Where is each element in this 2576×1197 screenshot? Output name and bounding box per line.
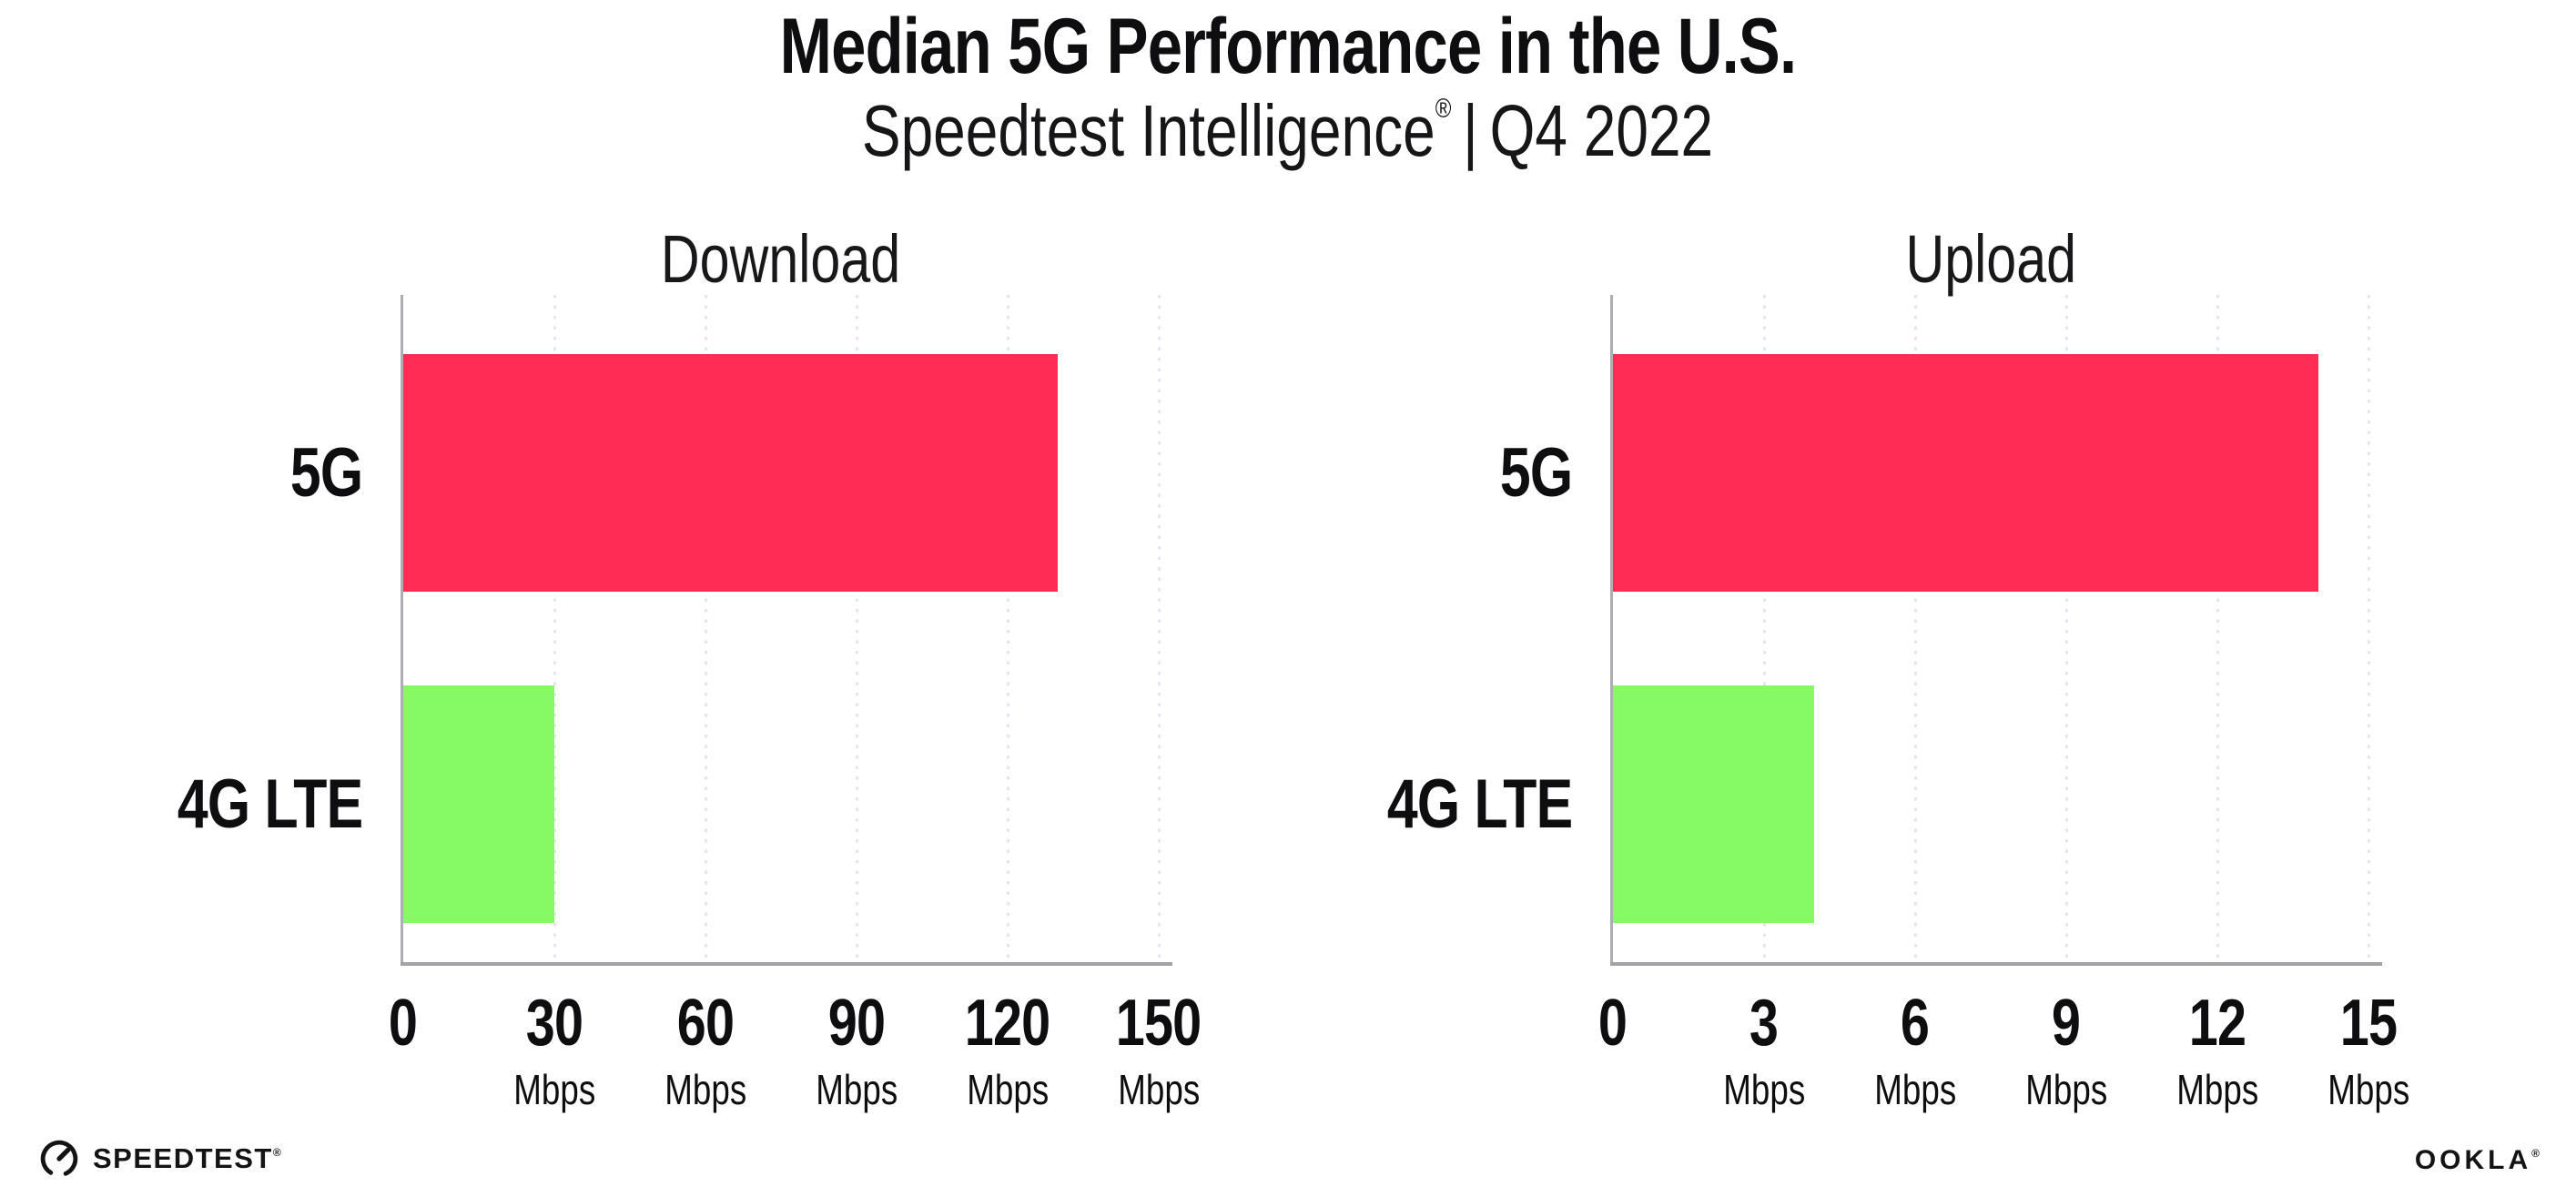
x-tick-label: 9 [1948, 990, 2185, 1056]
y-axis-line [401, 295, 403, 966]
x-tick-unit: Mbps [738, 1069, 975, 1111]
gridline [2367, 295, 2370, 962]
subtitle-period: Q4 2022 [1490, 90, 1714, 171]
category-label-5g: 5G [0, 433, 362, 512]
speedtest-trademark-icon: ® [272, 1146, 283, 1159]
chart-title-text: Download [661, 221, 901, 297]
x-tick-unit: Mbps [1646, 1069, 1882, 1111]
x-tick-unit: Mbps [2250, 1069, 2487, 1111]
x-tick-unit-text: Mbps [815, 1066, 898, 1113]
x-tick-unit-text: Mbps [2327, 1066, 2409, 1113]
speedtest-wordmark: SPEEDTEST® [93, 1142, 283, 1174]
x-tick-unit: Mbps [1797, 1069, 2033, 1111]
chart-title-text: Upload [1905, 221, 2076, 297]
ookla-trademark-icon: ® [2531, 1147, 2543, 1160]
x-tick-unit: Mbps [436, 1069, 673, 1111]
x-tick-value: 3 [1749, 987, 1779, 1060]
bar-4g-lte [1613, 685, 1815, 923]
x-axis-line [401, 962, 1172, 966]
x-tick-label: 60 [587, 990, 824, 1056]
bar-5g [403, 354, 1059, 592]
category-label-text: 5G [289, 433, 362, 512]
gridline [1762, 295, 1766, 962]
x-tick-value: 9 [2052, 987, 2081, 1060]
page-title-text: Median 5G Performance in the U.S. [779, 3, 1798, 90]
x-tick-label: 150 [1040, 990, 1277, 1056]
bar-5g [1613, 354, 2318, 592]
x-tick-unit-text: Mbps [512, 1066, 595, 1113]
x-tick-unit-text: Mbps [1722, 1066, 1805, 1113]
x-axis-line [1610, 962, 2382, 966]
gridline [855, 295, 858, 962]
gridline [704, 295, 707, 962]
x-tick-label: 0 [285, 990, 522, 1056]
x-tick-unit-text: Mbps [1117, 1066, 1200, 1113]
x-tick-value: 120 [965, 987, 1051, 1060]
category-label-4g-lte: 4G LTE [1208, 765, 1572, 843]
gridline [2064, 295, 2068, 962]
y-axis-line [1610, 295, 1613, 966]
ookla-logo: OOKLA® [2415, 1145, 2543, 1176]
x-tick-label: 6 [1797, 990, 2033, 1056]
x-tick-unit-text: Mbps [664, 1066, 746, 1113]
gridline [2216, 295, 2219, 962]
gridline [1157, 295, 1161, 962]
x-tick-label: 90 [738, 990, 975, 1056]
page-subtitle: Speedtest Intelligence® | Q4 2022 [0, 95, 2576, 167]
x-tick-label: 30 [436, 990, 673, 1056]
bar-4g-lte [403, 685, 554, 923]
x-tick-value: 6 [1901, 987, 1930, 1060]
x-tick-value: 90 [827, 987, 886, 1060]
category-label-5g: 5G [1208, 433, 1572, 512]
gridline [1006, 295, 1009, 962]
x-tick-label: 0 [1495, 990, 1731, 1056]
x-tick-label: 3 [1646, 990, 1882, 1056]
x-tick-unit: Mbps [2099, 1069, 2336, 1111]
gridline [1913, 295, 1917, 962]
chart-title-upload: Upload [1613, 226, 2368, 293]
x-tick-value: 150 [1116, 987, 1202, 1060]
x-tick-label: 15 [2250, 990, 2487, 1056]
x-tick-value: 0 [389, 987, 418, 1060]
chart-title-download: Download [403, 226, 1159, 293]
x-tick-unit-text: Mbps [2175, 1066, 2258, 1113]
x-tick-unit: Mbps [1040, 1069, 1277, 1111]
x-tick-value: 15 [2339, 987, 2398, 1060]
x-tick-value: 30 [525, 987, 583, 1060]
x-tick-unit-text: Mbps [2024, 1066, 2107, 1113]
page-title: Median 5G Performance in the U.S. [0, 7, 2576, 86]
x-tick-unit: Mbps [889, 1069, 1126, 1111]
x-tick-label: 120 [889, 990, 1126, 1056]
category-label-text: 4G LTE [177, 765, 362, 843]
gridline [553, 295, 556, 962]
x-tick-unit-text: Mbps [1873, 1066, 1956, 1113]
ookla-wordmark: OOKLA [2414, 1145, 2532, 1175]
x-tick-value: 0 [1598, 987, 1628, 1060]
x-tick-unit: Mbps [1948, 1069, 2185, 1111]
x-tick-value: 60 [676, 987, 735, 1060]
subtitle-brand: Speedtest Intelligence [862, 90, 1436, 171]
category-label-text: 4G LTE [1386, 765, 1572, 843]
category-label-4g-lte: 4G LTE [0, 765, 362, 843]
subtitle-separator: | [1463, 90, 1479, 171]
x-tick-label: 12 [2099, 990, 2336, 1056]
x-tick-unit-text: Mbps [966, 1066, 1049, 1113]
speedtest-logo: SPEEDTEST® [38, 1134, 282, 1183]
registered-trademark-icon: ® [1435, 94, 1452, 124]
category-label-text: 5G [1499, 433, 1572, 512]
x-tick-unit: Mbps [587, 1069, 824, 1111]
x-tick-value: 12 [2188, 987, 2246, 1060]
speedtest-gauge-icon [40, 1140, 78, 1178]
